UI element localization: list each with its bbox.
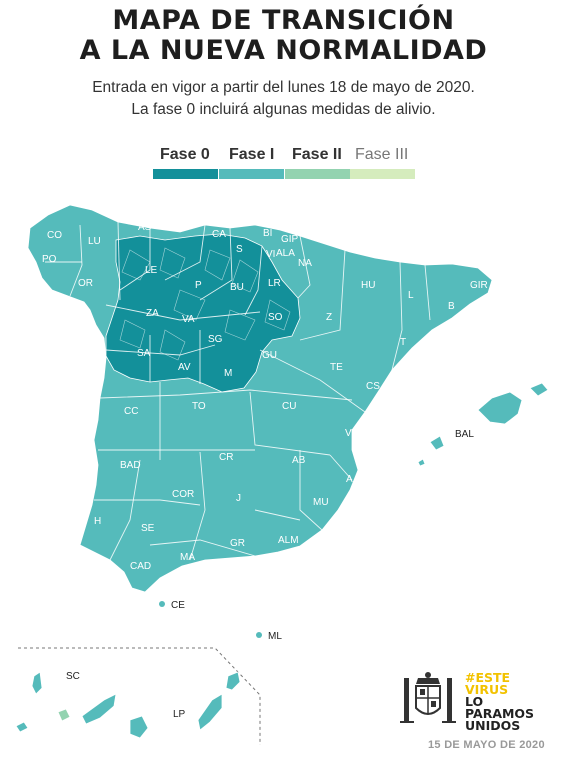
- label-so: SO: [268, 312, 283, 323]
- label-cs: CS: [366, 381, 380, 392]
- label-za: ZA: [146, 308, 159, 319]
- baleares-ibiza: [429, 435, 445, 451]
- canarias-fuerteventura: [197, 693, 223, 731]
- label-or: OR: [78, 278, 93, 289]
- label-ab: AB: [292, 455, 306, 466]
- campaign-line-5: UNIDOS: [465, 718, 521, 733]
- label-va: VA: [182, 314, 195, 325]
- legend-label-fase-3: Fase III: [355, 146, 409, 163]
- label-h: H: [94, 516, 101, 527]
- label-b: B: [448, 301, 455, 312]
- label-lp: LP: [173, 709, 186, 720]
- canarias-el-hierro: [15, 721, 29, 733]
- label-ml: ML: [268, 631, 282, 642]
- fase-0-region: [105, 233, 301, 393]
- label-hu: HU: [361, 280, 375, 291]
- canarias-la-gomera: [57, 708, 71, 722]
- label-co: CO: [47, 230, 62, 241]
- label-sg: SG: [208, 334, 223, 345]
- label-gip: GIP: [281, 234, 299, 245]
- label-po: PO: [42, 254, 57, 265]
- label-na: NA: [298, 258, 312, 269]
- label-cad: CAD: [130, 561, 151, 572]
- coat-of-arms-icon: [400, 672, 456, 723]
- province-labels: CO LU AS S BI GIP PO OR LE P BU VI ALA N…: [42, 222, 488, 720]
- baleares-menorca: [529, 382, 549, 397]
- legend-swatch-fase-0: [153, 169, 218, 179]
- label-bi: BI: [263, 228, 272, 239]
- label-to: TO: [192, 401, 206, 412]
- canarias-la-palma: [31, 671, 43, 695]
- baleares-formentera: [417, 458, 426, 467]
- label-j: J: [236, 493, 241, 504]
- label-le: LE: [145, 265, 158, 276]
- label-t: T: [400, 337, 406, 348]
- label-l: L: [408, 290, 414, 301]
- canarias-gran-canaria: [129, 715, 149, 739]
- label-gir: GIR: [470, 280, 488, 291]
- legend-swatch-fase-3: [350, 169, 415, 179]
- label-a: A: [346, 474, 353, 485]
- label-bu: BU: [230, 282, 244, 293]
- subtitle-line-2: La fase 0 incluirá algunas medidas de al…: [131, 101, 436, 118]
- melilla-dot: [256, 632, 262, 638]
- province-borders: [45, 221, 431, 561]
- label-ma: MA: [180, 552, 195, 563]
- legend-label-fase-0: Fase 0: [160, 146, 210, 163]
- label-ala: ALA: [276, 248, 295, 259]
- label-s: S: [236, 244, 243, 255]
- label-sa: SA: [137, 348, 151, 359]
- label-ca: CA: [212, 229, 226, 240]
- label-cc: CC: [124, 406, 138, 417]
- title-line-1: MAPA DE TRANSICIÓN: [112, 5, 455, 36]
- canarias-tenerife: [81, 693, 117, 725]
- campaign-line-3: LO: [465, 694, 484, 709]
- publication-date: 15 DE MAYO DE 2020: [428, 739, 545, 751]
- legend-swatch-fase-2: [285, 169, 350, 179]
- label-bal: BAL: [455, 429, 474, 440]
- label-av: AV: [178, 362, 191, 373]
- label-te: TE: [330, 362, 343, 373]
- label-ce: CE: [171, 600, 185, 611]
- label-gu: GU: [262, 350, 277, 361]
- label-as: AS: [138, 222, 152, 233]
- ceuta-dot: [159, 601, 165, 607]
- label-sc: SC: [66, 671, 80, 682]
- baleares-mallorca: [477, 391, 523, 425]
- label-m: M: [224, 368, 232, 379]
- legend-swatch-fase-1: [219, 169, 284, 179]
- label-cor: COR: [172, 489, 194, 500]
- campaign-line-4: PARAMOS: [465, 706, 535, 721]
- canarias-inset-frame: [18, 647, 261, 745]
- subtitle-line-1: Entrada en vigor a partir del lunes 18 d…: [92, 79, 475, 96]
- legend-label-fase-2: Fase II: [292, 146, 342, 163]
- label-cu: CU: [282, 401, 296, 412]
- label-bad: BAD: [120, 460, 141, 471]
- canarias-lanzarote: [225, 671, 241, 691]
- campaign-line-2: VIRUS: [465, 682, 509, 697]
- label-gr: GR: [230, 538, 245, 549]
- label-lu: LU: [88, 236, 101, 247]
- label-v: V: [345, 428, 352, 439]
- label-mu: MU: [313, 497, 329, 508]
- label-se: SE: [141, 523, 155, 534]
- campaign-line-1: #ESTE: [465, 670, 511, 685]
- label-vi: VI: [266, 249, 275, 260]
- label-p: P: [195, 280, 202, 291]
- fase-0-subregions: [119, 247, 291, 361]
- title-line-2: A LA NUEVA NORMALIDAD: [79, 35, 488, 66]
- label-z: Z: [326, 312, 332, 323]
- legend-label-fase-1: Fase I: [229, 146, 275, 163]
- label-cr: CR: [219, 452, 233, 463]
- label-alm: ALM: [278, 535, 299, 546]
- label-lr: LR: [268, 278, 281, 289]
